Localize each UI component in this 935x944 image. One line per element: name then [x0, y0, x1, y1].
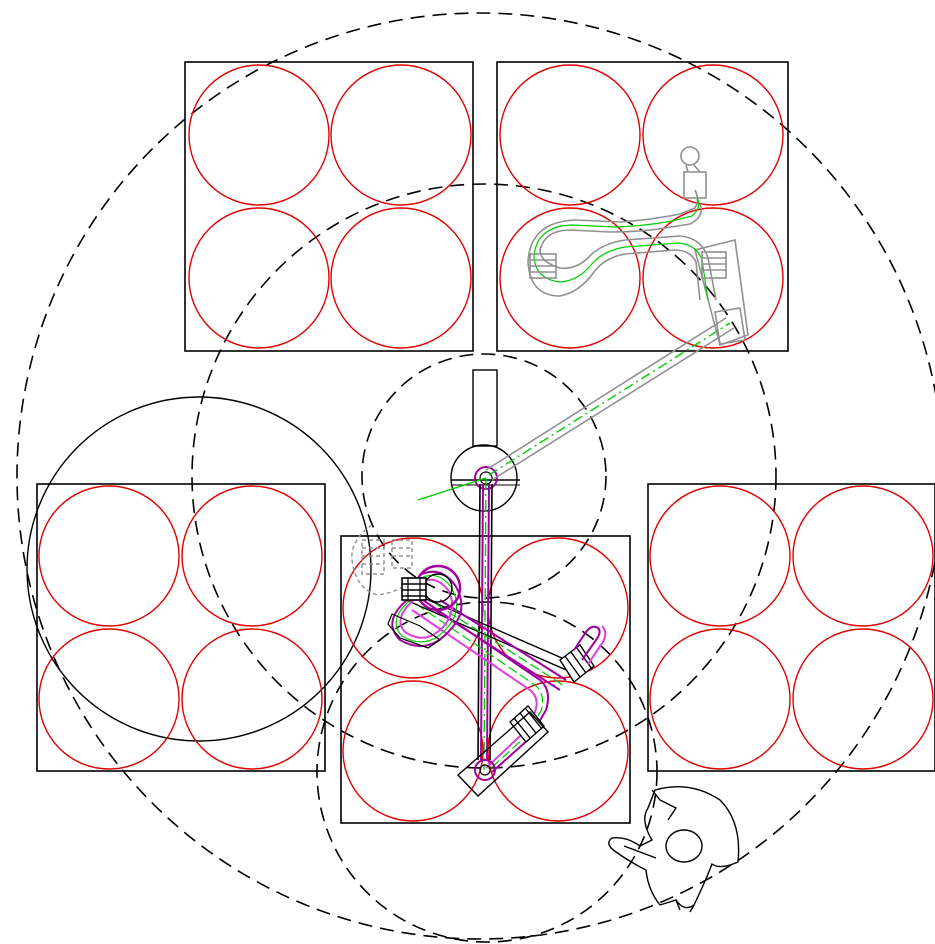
arm-link [439, 599, 567, 681]
arm-centerline [483, 477, 487, 771]
pallet-station-top-right [496, 61, 789, 352]
reach-envelopes [16, 12, 935, 943]
inner-reach-envelope [361, 353, 607, 599]
ghost-pose-right [485, 146, 749, 481]
container [330, 207, 472, 349]
outer-reach-envelope [16, 12, 935, 940]
arm-link [405, 599, 581, 677]
arm-link [431, 607, 561, 691]
gripper-bracket [387, 613, 442, 649]
container [499, 64, 641, 206]
container [792, 485, 934, 627]
robot-base-ring [450, 444, 518, 512]
arm-centerline [435, 603, 564, 686]
arm-link [489, 483, 493, 761]
container [38, 628, 180, 770]
pallet-station-left [36, 483, 326, 772]
operator-arm [651, 789, 678, 821]
operator-figure [608, 785, 740, 913]
wrist-joint [479, 764, 491, 776]
operator-head [665, 829, 703, 863]
pallet-station-center [340, 535, 631, 824]
container [181, 628, 323, 770]
wrist-joint [474, 759, 496, 781]
arm-link [409, 591, 586, 669]
arm-direction-line [417, 477, 487, 501]
container [792, 628, 934, 770]
operator-leg [675, 899, 695, 913]
container [38, 485, 180, 627]
hose [411, 609, 538, 769]
pallet-stations [36, 61, 935, 824]
container [330, 64, 472, 206]
hose [419, 597, 549, 773]
container [649, 628, 791, 770]
tool-plate [456, 711, 549, 797]
operator-arm [623, 845, 657, 859]
gripper-ring [423, 573, 453, 603]
connector [509, 704, 545, 744]
gripper-loop [391, 570, 463, 648]
robot-base [450, 369, 520, 512]
ghost-pose-left [351, 524, 413, 596]
hose-tip [587, 625, 607, 665]
container [649, 485, 791, 627]
container [188, 64, 330, 206]
swing-radius-circle [26, 396, 372, 742]
gripper-loop [395, 574, 458, 643]
robot-column [472, 369, 498, 447]
container [499, 207, 641, 349]
hose-tip [573, 625, 601, 661]
gripper-loop [399, 578, 454, 639]
container [181, 485, 323, 627]
container [642, 64, 784, 206]
hose [415, 603, 544, 771]
pallet-station-right [647, 483, 935, 772]
robot-arm-active [387, 477, 607, 797]
lower-reach-envelope [316, 601, 658, 943]
container [642, 207, 784, 349]
mid-reach-envelope [191, 183, 777, 769]
arm-link [486, 483, 490, 761]
container [188, 207, 330, 349]
container [342, 680, 484, 822]
operator-body [608, 785, 740, 909]
arm-link [480, 483, 484, 761]
pallet-station-top-left [184, 61, 474, 352]
